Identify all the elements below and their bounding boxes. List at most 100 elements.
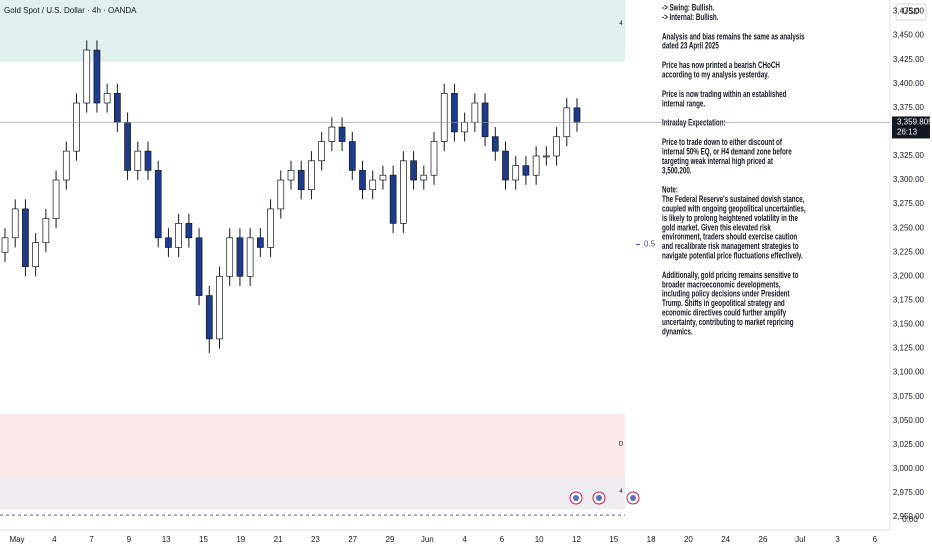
candle-body xyxy=(257,237,264,248)
chart-title: Gold Spot / U.S. Dollar · 4h · OANDA xyxy=(4,6,137,15)
annotation-line: gold market. Given this elevated risk xyxy=(662,222,771,233)
candle-body xyxy=(124,121,131,171)
currency-box xyxy=(895,3,927,21)
annotation-line: internal 50% EQ, or H4 demand zone befor… xyxy=(662,146,792,157)
candle-body xyxy=(553,136,560,157)
y-tick-label: 3,075.00 xyxy=(893,392,925,401)
candle-body xyxy=(154,170,162,239)
candle-body xyxy=(379,174,387,181)
y-tick-label: 3,425.00 xyxy=(893,55,925,64)
x-tick-label: 9 xyxy=(127,535,132,544)
candle-body xyxy=(440,93,448,142)
annotation-line: internal range. xyxy=(662,98,705,109)
candle-body xyxy=(93,49,101,104)
x-tick-label: 3 xyxy=(835,535,840,544)
annotation-line: targeting weak internal high priced at xyxy=(662,156,773,167)
y-tick-label: 3,125.00 xyxy=(893,344,925,353)
annotation-line: -> Internal: Bullish. xyxy=(662,12,718,23)
y-tick-label: 3,200.00 xyxy=(893,271,925,280)
annotation-line: dynamics. xyxy=(662,326,693,337)
candle-body xyxy=(420,174,428,181)
event-icon xyxy=(630,495,636,501)
y-tick-label: 3,000.00 xyxy=(893,464,925,473)
candle-body xyxy=(338,126,346,142)
candle-body xyxy=(512,165,520,181)
candle-body xyxy=(83,49,91,104)
candle-body xyxy=(246,237,254,277)
annotation-line: dated 23 April 2025 xyxy=(662,40,719,51)
annotation-line: Price has now printed a bearish CHoCH xyxy=(662,60,780,71)
candle-body xyxy=(430,141,438,176)
annotation-line: including policy decisions under Preside… xyxy=(662,288,790,299)
candle-body xyxy=(481,102,489,138)
y-tick-label: 3,325.00 xyxy=(893,151,925,160)
x-tick-label: 4 xyxy=(52,535,57,544)
candle-body xyxy=(134,150,142,171)
annotation-line: Additionally, gold pricing remains sensi… xyxy=(662,270,799,281)
eq-label: 0.5 xyxy=(644,240,656,249)
candle-body xyxy=(287,170,295,181)
candle-body xyxy=(1,237,9,253)
y-tick-label: 3,275.00 xyxy=(893,199,925,208)
candle-body xyxy=(42,218,50,243)
candle-body xyxy=(369,179,377,191)
annotation-line: coupled with ongoing geopolitical uncert… xyxy=(662,203,806,214)
annotation: -> Swing: Bullish.-> Internal: Bullish. A… xyxy=(662,2,806,336)
annotation-line: navigate potential price fluctuations ef… xyxy=(662,250,803,261)
x-tick-label: 20 xyxy=(684,535,693,544)
x-tick-label: 18 xyxy=(647,535,656,544)
candle-body xyxy=(11,208,19,239)
x-tick-label: 21 xyxy=(274,535,283,544)
annotation-line: Analysis and bias remains the same as an… xyxy=(662,31,805,42)
candle-body xyxy=(522,165,530,176)
candle-body xyxy=(114,93,121,123)
candle-body xyxy=(226,237,234,277)
y-tick-label: 3,175.00 xyxy=(893,295,925,304)
x-tick-label: 19 xyxy=(236,535,245,544)
y-tick-label: 3,100.00 xyxy=(893,368,925,377)
event-icons xyxy=(569,491,640,505)
x-tick-label: 29 xyxy=(386,535,395,544)
x-tick-label: 27 xyxy=(348,535,357,544)
x-tick-label: 24 xyxy=(721,535,730,544)
candle-body xyxy=(216,275,223,340)
candle-body xyxy=(195,237,203,296)
candle-body xyxy=(532,155,540,176)
candle-body xyxy=(277,179,285,210)
y-tick-label: 3,225.00 xyxy=(893,247,925,256)
current-price-label: 3,359.805 xyxy=(897,118,932,127)
zone-label: 4 xyxy=(619,21,623,27)
annotation-line: The Federal Reserve's sustained dovish s… xyxy=(662,194,804,205)
candle-body xyxy=(400,160,407,224)
candle-body xyxy=(62,150,70,181)
candle-body xyxy=(348,141,356,171)
x-tick-label: 6 xyxy=(500,535,505,544)
candle-body xyxy=(175,223,182,248)
candle-body xyxy=(144,150,152,171)
candle-body xyxy=(389,174,397,224)
current-price-box xyxy=(892,116,930,139)
annotation-line: Price is now trading within an establish… xyxy=(662,89,787,100)
zone xyxy=(0,413,625,478)
candle-body xyxy=(236,237,244,277)
candle-body xyxy=(185,223,193,239)
candle-body xyxy=(32,242,39,268)
y-tick-label: 3,300.00 xyxy=(893,175,925,184)
candle-body xyxy=(318,141,325,162)
annotation-line: according to my analysis yesterday. xyxy=(662,69,769,80)
event-icon xyxy=(596,495,602,501)
y-tick-label: 3,150.00 xyxy=(893,320,925,329)
candle-body xyxy=(73,102,80,152)
candle-body xyxy=(461,121,468,133)
y-tick-label: 2,975.00 xyxy=(893,488,925,497)
candle-body xyxy=(543,155,550,158)
y-tick-label: 3,025.00 xyxy=(893,440,925,449)
candle-body xyxy=(451,93,458,133)
zone-label: 4 xyxy=(619,489,623,495)
candle-body xyxy=(491,136,499,152)
annotation-line: environment, traders should exercise cau… xyxy=(662,231,797,242)
zone-label: D xyxy=(619,441,624,447)
y-tick-label: 2,950.00 xyxy=(893,512,925,521)
x-tick-label: Jun xyxy=(421,535,434,544)
